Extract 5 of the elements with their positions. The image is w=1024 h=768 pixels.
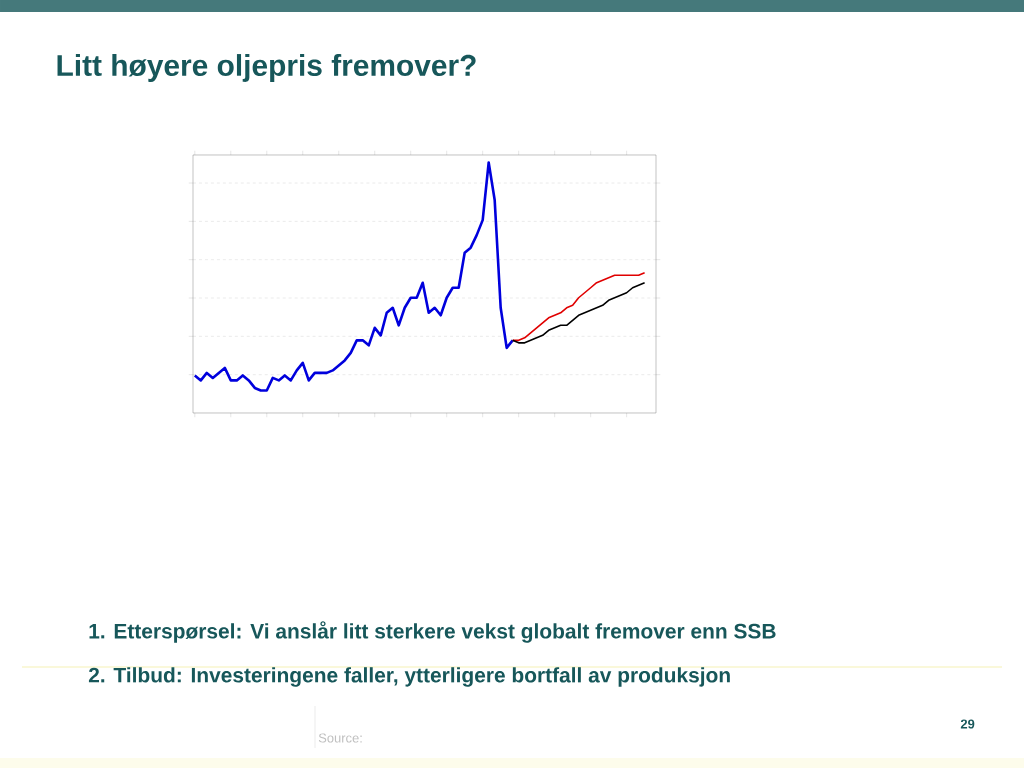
- text: 1. Etterspørsel: Vi anslår litt sterkere vekst globalt fremover enn SSB: [89, 621, 776, 643]
- source-note: Source:: [318, 733, 362, 743]
- text: 2. Tilbud: Investeringene faller, ytterligere bortfall av produksjon: [88, 667, 730, 687]
- chart-title: Litt høyere oljepris fremover?: [57, 54, 476, 82]
- text: 29: [960, 719, 975, 729]
